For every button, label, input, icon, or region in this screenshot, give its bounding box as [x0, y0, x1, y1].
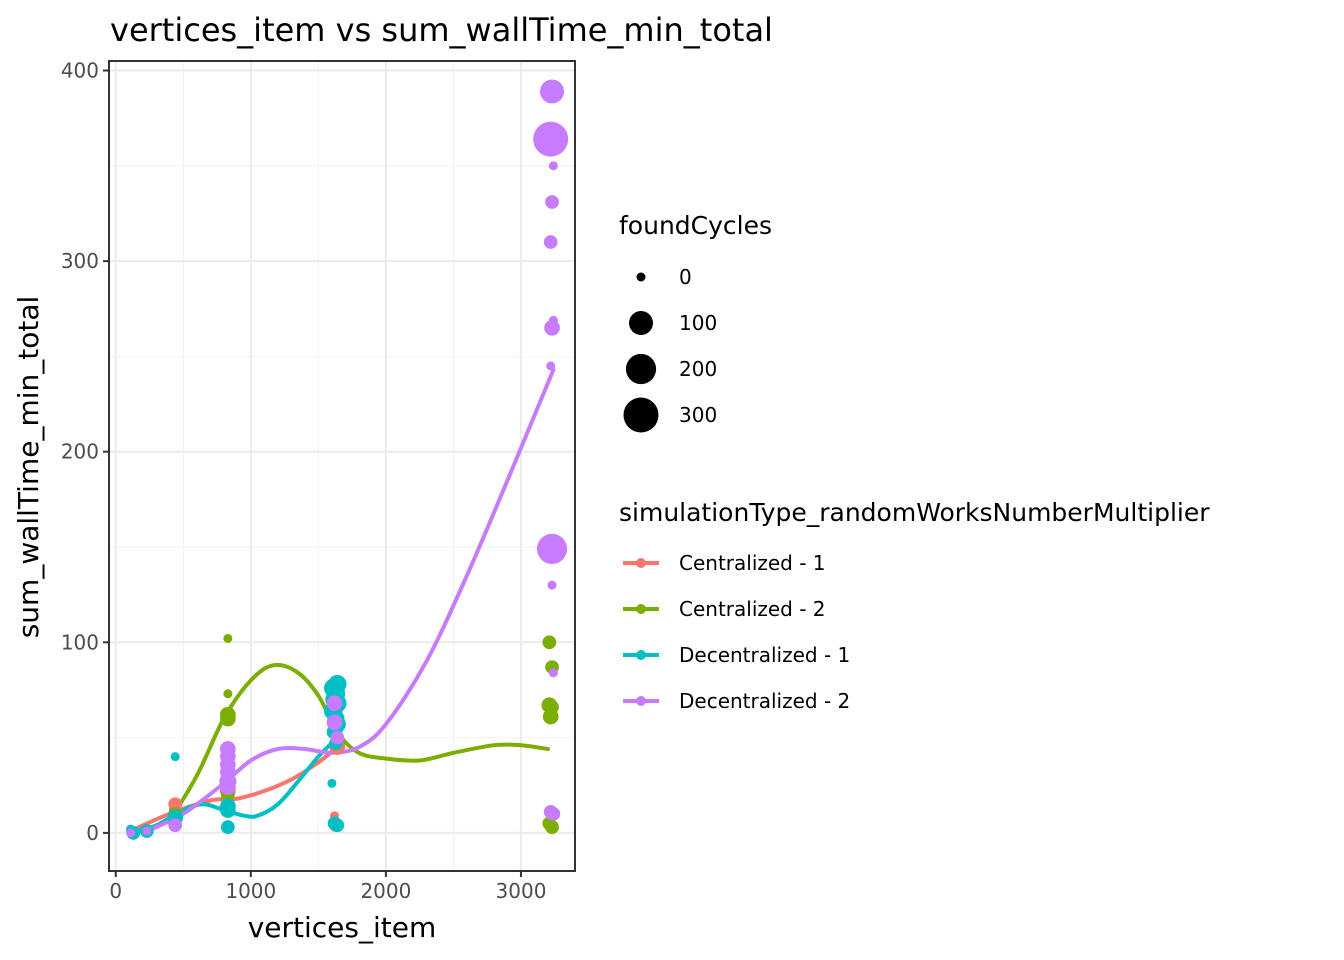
size-legend-label: 0	[679, 265, 692, 289]
color-legend-key-point	[636, 650, 646, 660]
point-decentralized-2	[326, 695, 343, 712]
y-tick-label: 0	[86, 821, 99, 845]
color-legend-key-point	[636, 604, 646, 614]
color-legend-key-point	[636, 696, 646, 706]
point-centralized-2	[542, 635, 557, 650]
point-decentralized-2	[543, 235, 558, 249]
point-decentralized-2	[545, 195, 559, 209]
point-decentralized-1	[170, 752, 180, 762]
point-decentralized-2	[546, 806, 561, 821]
point-decentralized-1	[330, 818, 345, 833]
color-legend-label: Centralized - 2	[679, 597, 826, 621]
point-decentralized-1	[328, 674, 347, 694]
y-tick-label: 200	[61, 440, 99, 464]
point-decentralized-2	[548, 668, 558, 678]
size-legend-label: 200	[679, 357, 717, 381]
panel-border	[108, 60, 576, 872]
point-decentralized-2	[126, 828, 136, 838]
y-tick-label: 100	[61, 630, 99, 654]
color-legend-title: simulationType_randomWorksNumberMultipli…	[619, 498, 1210, 527]
size-legend-key	[636, 272, 646, 282]
y-tick-label: 300	[61, 249, 99, 273]
point-decentralized-2	[533, 121, 569, 157]
x-tick-label: 0	[109, 879, 122, 903]
x-axis-title: vertices_item	[248, 911, 437, 944]
size-legend: foundCycles 0 100 200 300	[619, 211, 772, 433]
point-decentralized-2	[142, 826, 152, 836]
point-decentralized-2	[547, 580, 557, 590]
x-axis: 0 1000 2000 3000	[109, 871, 546, 903]
major-gridlines	[109, 61, 575, 871]
point-decentralized-2	[544, 319, 560, 336]
plot-panel	[108, 60, 576, 872]
color-legend-label: Decentralized - 2	[679, 689, 850, 713]
point-decentralized-2	[220, 779, 236, 795]
size-legend-label: 300	[679, 403, 717, 427]
x-tick-label: 2000	[360, 879, 411, 903]
size-legend-key	[629, 311, 653, 335]
size-legend-key	[625, 353, 657, 385]
point-decentralized-2	[330, 730, 345, 745]
y-axis-title: sum_wallTime_min_total	[12, 296, 45, 639]
point-decentralized-2	[536, 533, 568, 565]
point-centralized-2	[545, 820, 559, 835]
size-legend-key	[623, 397, 659, 433]
point-centralized-2	[220, 710, 236, 727]
point-decentralized-2	[540, 79, 565, 104]
point-decentralized-1	[220, 802, 236, 818]
point-centralized-2	[223, 689, 233, 699]
chart-title: vertices_item vs sum_wallTime_min_total	[110, 11, 773, 49]
y-axis: 0 100 200 300 400	[61, 59, 109, 845]
data-points	[126, 79, 569, 840]
point-decentralized-1	[220, 820, 235, 835]
color-legend-key-point	[636, 558, 646, 568]
y-tick-label: 400	[61, 59, 99, 83]
point-decentralized-2	[168, 818, 183, 833]
minor-gridlines	[109, 61, 575, 871]
color-legend-label: Decentralized - 1	[679, 643, 850, 667]
x-tick-label: 3000	[496, 879, 547, 903]
size-legend-title: foundCycles	[619, 211, 772, 240]
point-decentralized-2	[326, 714, 343, 731]
x-tick-label: 1000	[225, 879, 276, 903]
color-legend-label: Centralized - 1	[679, 551, 826, 575]
size-legend-label: 100	[679, 311, 717, 335]
color-legend: simulationType_randomWorksNumberMultipli…	[619, 498, 1210, 713]
point-decentralized-2	[548, 161, 558, 171]
point-decentralized-1	[327, 778, 337, 788]
point-decentralized-2	[546, 361, 556, 371]
point-centralized-2	[542, 708, 559, 725]
point-centralized-2	[223, 633, 233, 643]
